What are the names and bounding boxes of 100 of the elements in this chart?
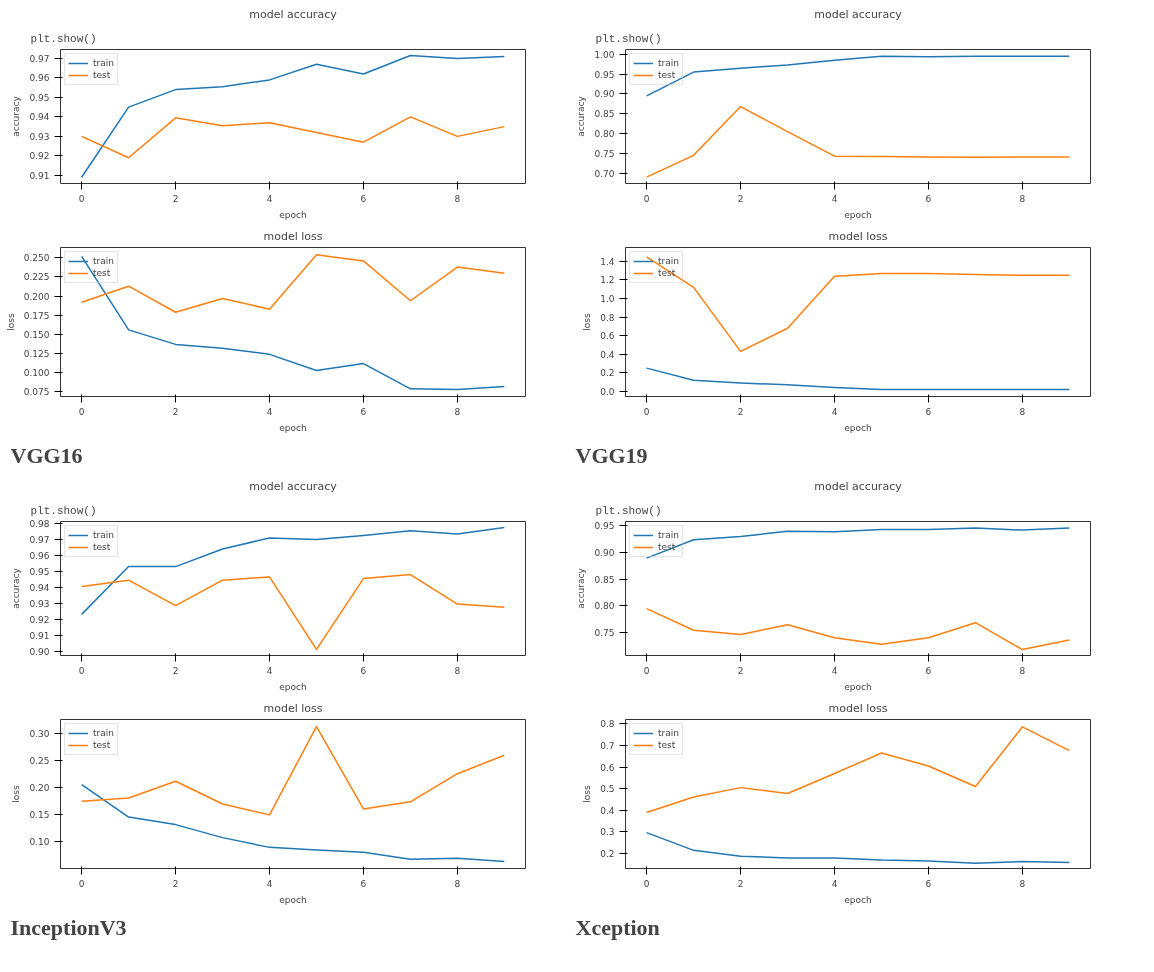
x-axis-title: epoch	[279, 209, 307, 220]
x-tick-label: 0	[78, 665, 85, 676]
y-tick-label: 0.10	[29, 837, 50, 848]
x-tick-label: 6	[360, 665, 367, 676]
y-tick-label: 0.2	[600, 368, 615, 379]
legend-label: test	[658, 69, 677, 81]
y-axis-title: loss	[582, 313, 593, 331]
text: plt.show()	[595, 32, 662, 45]
legend-label: test	[658, 739, 677, 751]
y-tick-label: 0.80	[594, 129, 615, 140]
y-tick-label: 0.75	[594, 148, 615, 159]
y-tick-label: 0.3	[600, 827, 615, 838]
y-tick-label: 0.200	[23, 291, 50, 302]
legend-label: test	[93, 69, 112, 81]
y-tick-label: 0.93	[29, 598, 50, 609]
x-tick-label: 2	[172, 878, 179, 889]
legend-label: train	[658, 529, 679, 541]
y-tick-label: 0.125	[23, 349, 50, 360]
legend-label: test	[658, 541, 677, 553]
x-tick-label: 8	[454, 193, 461, 204]
chart-title: model accuracy	[249, 479, 338, 493]
chart-title: model accuracy	[249, 7, 338, 21]
y-tick-label: 0.95	[594, 520, 615, 531]
x-tick-label: 6	[360, 878, 367, 889]
x-tick-label: 2	[737, 878, 744, 889]
x-tick-label: 2	[737, 193, 744, 204]
y-tick-label: 0.97	[29, 535, 50, 545]
x-tick-label: 0	[78, 406, 85, 417]
y-tick-label: 0.95	[29, 566, 50, 577]
x-tick-label: 8	[454, 878, 461, 889]
chart-title: model loss	[263, 701, 323, 715]
y-tick-label: 0.4	[600, 349, 615, 360]
x-tick-label: 6	[925, 665, 932, 676]
chart-title: model loss	[828, 229, 888, 243]
text: VGG19	[575, 442, 648, 468]
legend-label: test	[93, 739, 112, 751]
y-tick-label: 0.075	[23, 387, 50, 398]
x-tick-label: 8	[1019, 878, 1026, 889]
y-axis-title: accuracy	[576, 567, 587, 609]
y-tick-label: 0.250	[23, 253, 50, 264]
x-axis-title: epoch	[279, 422, 307, 433]
y-tick-label: 0.91	[29, 630, 50, 641]
x-tick-label: 2	[172, 406, 179, 417]
x-tick-label: 4	[831, 665, 838, 676]
y-tick-label: 0.6	[600, 331, 615, 342]
y-tick-label: 0.2	[600, 849, 615, 860]
y-tick-label: 0.25	[29, 756, 50, 767]
y-tick-label: 0.98	[29, 519, 50, 530]
y-tick-label: 0.75	[594, 628, 615, 639]
y-tick-label: 0.92	[29, 151, 50, 162]
x-tick-label: 6	[360, 193, 367, 204]
chart-title: model accuracy	[814, 479, 903, 493]
y-tick-label: 0.96	[29, 550, 50, 561]
x-tick-label: 6	[925, 406, 932, 417]
y-tick-label: 0.100	[23, 368, 50, 379]
y-tick-label: 0.90	[29, 646, 50, 657]
y-tick-label: 0.150	[23, 329, 50, 340]
x-axis-title: epoch	[844, 681, 872, 692]
legend-label: train	[93, 57, 114, 69]
x-tick-label: 4	[266, 878, 273, 889]
text: plt.show()	[30, 32, 97, 45]
x-tick-label: 6	[360, 406, 367, 417]
y-tick-label: 0.92	[29, 614, 50, 625]
x-tick-label: 0	[78, 193, 85, 204]
y-tick-label: 0.0	[600, 386, 615, 397]
x-tick-label: 6	[925, 193, 932, 204]
y-tick-label: 0.95	[29, 92, 50, 103]
legend-label: train	[93, 529, 114, 541]
x-tick-label: 8	[1019, 665, 1026, 676]
y-tick-label: 0.7	[600, 740, 615, 751]
x-tick-label: 0	[643, 878, 650, 889]
y-tick-label: 0.8	[600, 312, 615, 323]
x-tick-label: 2	[172, 665, 179, 676]
x-tick-label: 4	[831, 406, 838, 417]
legend-label: train	[658, 255, 679, 267]
y-axis-title: loss	[11, 785, 22, 803]
y-tick-label: 0.90	[594, 89, 615, 100]
text: Xception	[575, 914, 660, 940]
legend-label: test	[93, 267, 112, 279]
y-tick-label: 0.93	[29, 131, 50, 142]
chart-title: model loss	[263, 229, 323, 243]
y-axis-title: accuracy	[11, 95, 22, 137]
y-tick-label: 0.5	[600, 784, 615, 795]
y-tick-label: 0.8	[600, 719, 615, 730]
y-tick-label: 0.30	[29, 729, 50, 740]
legend-label: train	[658, 727, 679, 739]
x-tick-label: 4	[266, 665, 273, 676]
x-tick-label: 8	[1019, 193, 1026, 204]
x-tick-label: 8	[454, 665, 461, 676]
y-tick-label: 0.6	[600, 762, 615, 773]
legend-label: test	[93, 541, 112, 553]
text: plt.show()	[30, 504, 97, 517]
y-tick-label: 0.70	[594, 168, 615, 179]
y-tick-label: 0.80	[594, 601, 615, 612]
x-tick-label: 8	[454, 406, 461, 417]
y-tick-label: 1.00	[594, 49, 615, 60]
x-tick-label: 4	[266, 193, 273, 204]
y-tick-label: 0.95	[594, 69, 615, 80]
chart-title: model accuracy	[814, 7, 903, 21]
y-tick-label: 0.94	[29, 112, 50, 123]
